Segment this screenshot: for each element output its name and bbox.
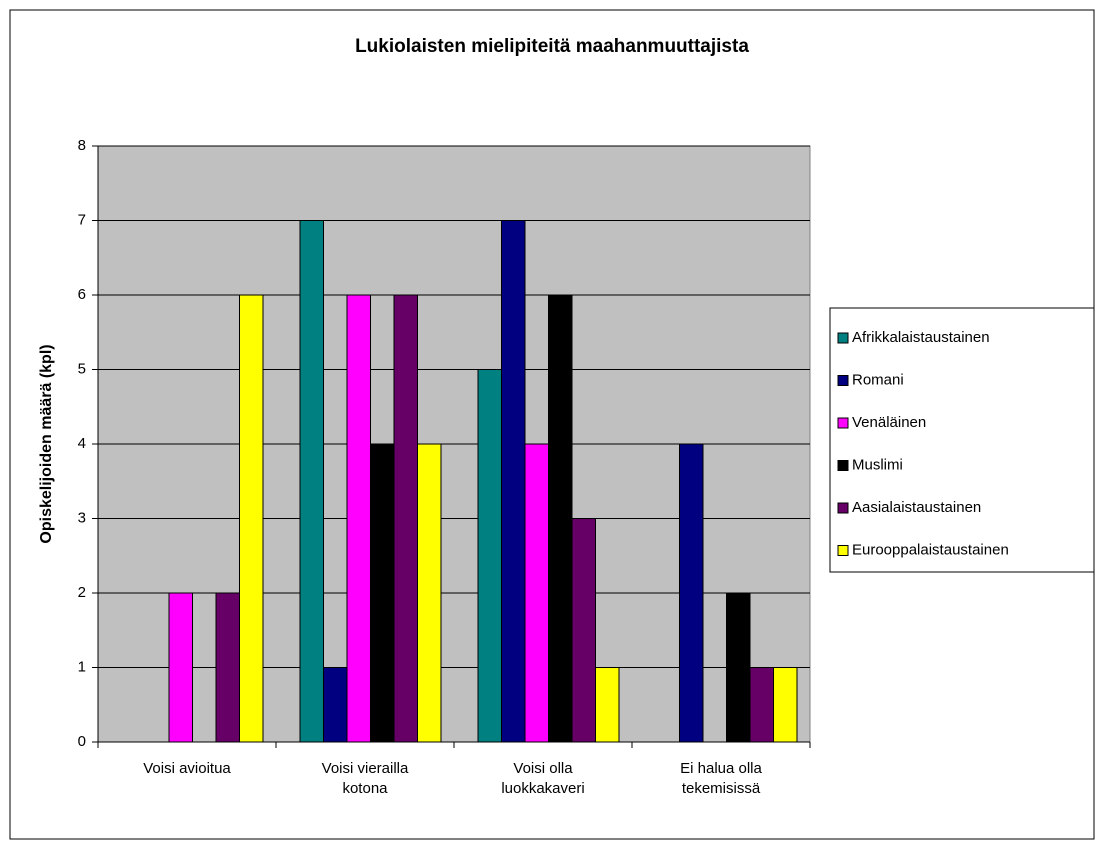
bar — [726, 592, 751, 743]
legend-label: Venäläinen — [852, 414, 926, 431]
bar — [323, 667, 348, 743]
bar — [773, 667, 798, 743]
bar — [477, 369, 502, 743]
legend-label: Muslimi — [852, 456, 903, 473]
x-tick-label: Voisi vierailla kotona — [321, 760, 409, 797]
bar — [370, 443, 395, 743]
y-tick-label: 7 — [78, 211, 86, 228]
bar — [571, 518, 596, 743]
y-tick-label: 3 — [78, 509, 86, 526]
bar — [239, 294, 264, 743]
bar — [393, 294, 418, 743]
legend-box — [829, 307, 1095, 573]
legend-swatch — [837, 502, 849, 514]
bar — [215, 592, 240, 743]
legend-label: Romani — [852, 371, 904, 388]
y-tick-label: 6 — [78, 286, 86, 303]
bar — [417, 443, 442, 743]
bar — [679, 443, 704, 743]
chart-title: Lukiolaisten mielipiteitä maahanmuuttaji… — [355, 36, 749, 57]
x-tick-label: Ei halua olla tekemisissä — [680, 760, 762, 797]
legend-swatch — [837, 332, 849, 344]
y-tick-label: 0 — [78, 733, 86, 750]
y-tick-label: 1 — [78, 658, 86, 675]
y-tick-label: 8 — [78, 137, 86, 154]
bar — [346, 294, 371, 743]
legend-swatch — [837, 417, 849, 429]
y-tick-label: 2 — [78, 584, 86, 601]
legend-label: Eurooppalaistaustainen — [852, 541, 1009, 558]
y-tick-label: 5 — [78, 360, 86, 377]
legend-swatch — [837, 545, 849, 556]
legend-label: Aasialaistaustainen — [852, 499, 981, 516]
legend-label: Afrikkalaistaustainen — [852, 329, 990, 346]
legend-swatch — [837, 460, 849, 471]
bar — [548, 294, 573, 743]
legend-swatch — [837, 375, 849, 386]
y-axis-title: Opiskelijoiden määrä (kpl) — [38, 344, 55, 543]
bar — [595, 667, 620, 743]
bar — [524, 443, 549, 743]
x-tick-label: Voisi avioitua — [143, 760, 231, 777]
bar — [168, 592, 193, 743]
y-tick-label: 4 — [78, 435, 86, 452]
bar — [749, 667, 774, 743]
bar — [299, 220, 324, 743]
x-tick-label: Voisi olla luokkakaveri — [501, 760, 585, 797]
bar — [501, 220, 526, 743]
